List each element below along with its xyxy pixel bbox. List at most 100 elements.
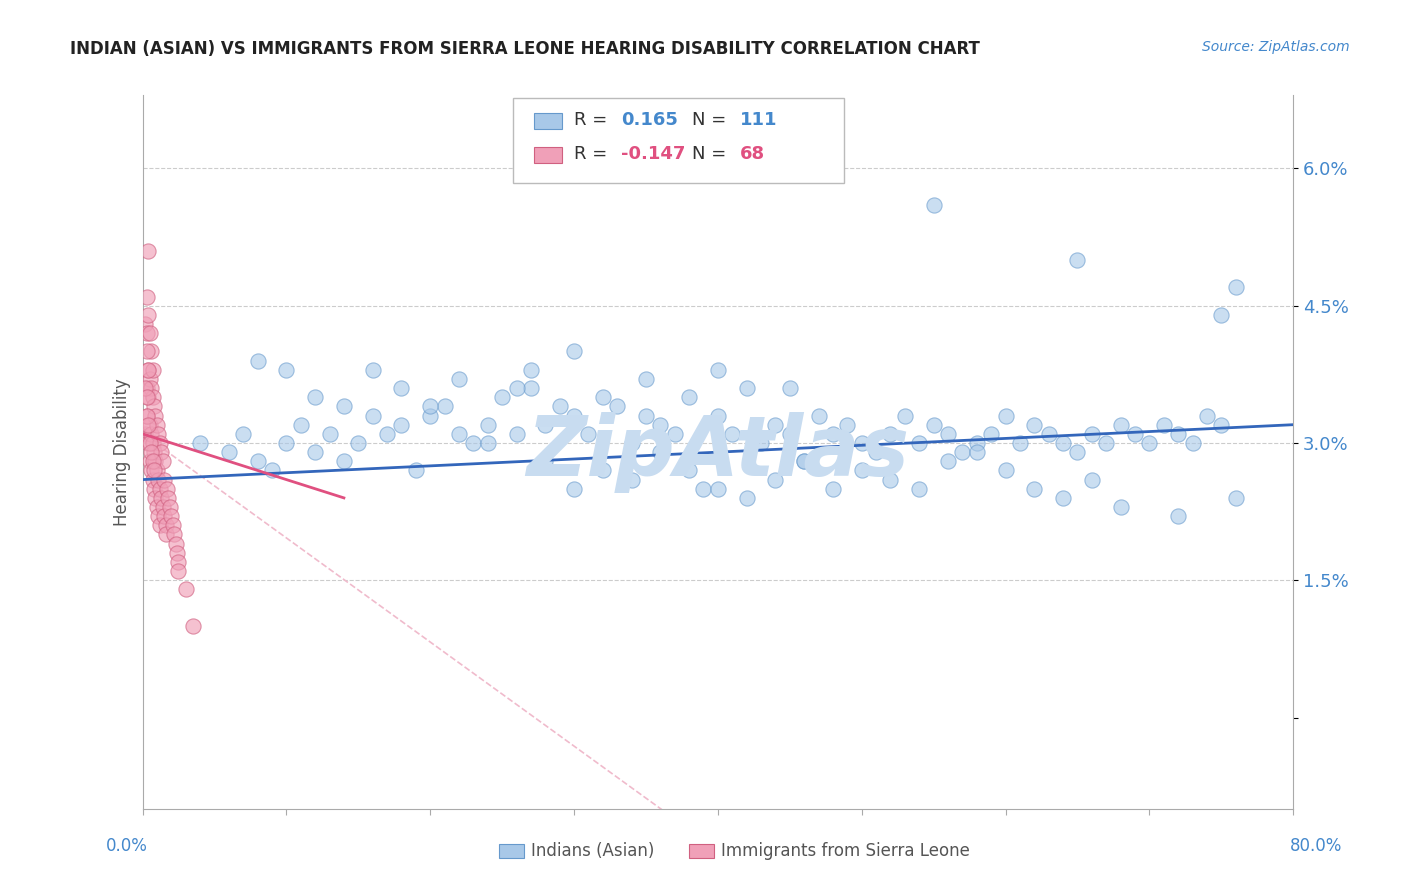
Point [276,436,298,450]
Point [136,244,159,258]
Point [135,381,157,395]
Point [391,417,413,432]
Text: 111: 111 [740,112,778,129]
Point [477,436,499,450]
Point [851,463,873,477]
Point [1109,500,1132,514]
Point [145,409,167,423]
Point [562,344,585,359]
Point [148,473,170,487]
Point [779,426,801,441]
Point [779,381,801,395]
Point [142,473,165,487]
Point [138,326,160,341]
Point [246,454,269,468]
Point [142,390,165,404]
Point [491,390,513,404]
Point [562,409,585,423]
Point [592,390,614,404]
Point [837,417,859,432]
Point [142,454,165,468]
Point [146,417,169,432]
Point [260,463,283,477]
Point [922,417,945,432]
Text: Indians (Asian): Indians (Asian) [531,842,655,860]
Point [447,372,470,386]
Text: 0.165: 0.165 [621,112,678,129]
Point [1195,409,1218,423]
Point [851,436,873,450]
Point [143,400,166,414]
Point [136,417,159,432]
Point [146,463,169,477]
Point [163,527,186,541]
Point [167,564,190,578]
Text: -0.147: -0.147 [621,145,686,163]
Point [447,426,470,441]
Point [908,436,931,450]
Point [153,473,176,487]
Point [149,518,172,533]
Point [152,454,174,468]
Text: 80.0%: 80.0% [1291,837,1343,855]
Point [1081,426,1104,441]
Point [765,473,787,487]
Point [707,409,730,423]
Point [333,400,356,414]
Point [821,482,844,496]
Point [664,426,686,441]
Point [304,390,326,404]
Point [793,454,815,468]
Point [290,417,312,432]
Point [1211,417,1233,432]
Point [1008,436,1031,450]
Point [142,363,165,377]
Point [433,400,456,414]
Point [980,426,1002,441]
Point [463,436,485,450]
Point [592,463,614,477]
Point [865,445,887,459]
Point [361,363,384,377]
Point [562,482,585,496]
Y-axis label: Hearing Disability: Hearing Disability [114,378,131,526]
Point [1181,436,1204,450]
Point [520,381,543,395]
Point [692,482,714,496]
Point [142,436,165,450]
Point [908,482,931,496]
Point [650,417,672,432]
Point [155,527,177,541]
Point [141,344,163,359]
Point [1109,417,1132,432]
Point [765,417,787,432]
Point [136,363,159,377]
Point [505,381,527,395]
Point [188,436,211,450]
Point [1095,436,1118,450]
Point [1052,436,1074,450]
Point [994,463,1017,477]
Point [879,473,901,487]
Text: 68: 68 [740,145,765,163]
Point [159,500,181,514]
Point [141,445,163,459]
Point [150,491,173,505]
Point [136,308,159,322]
Point [678,390,700,404]
Point [620,436,643,450]
Point [391,381,413,395]
Point [143,463,166,477]
Text: N =: N = [692,112,731,129]
Point [136,436,159,450]
Point [165,536,187,550]
Point [477,417,499,432]
Point [793,454,815,468]
Point [146,500,169,514]
Point [807,409,830,423]
Point [136,390,159,404]
Text: Source: ZipAtlas.com: Source: ZipAtlas.com [1202,40,1350,54]
Point [735,491,758,505]
Point [162,518,184,533]
Point [634,372,657,386]
